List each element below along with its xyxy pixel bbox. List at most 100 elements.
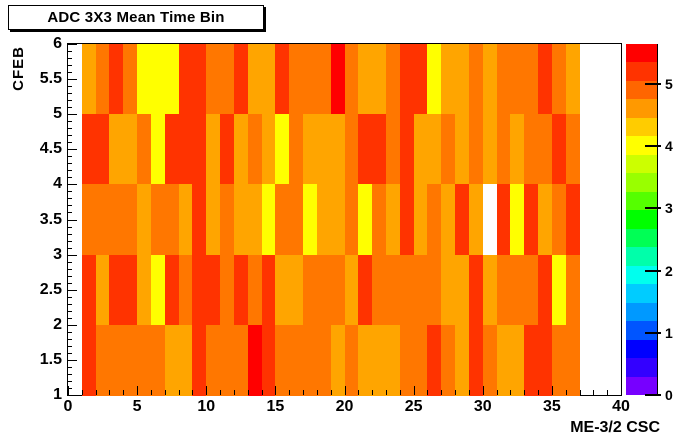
x-tick — [385, 390, 387, 395]
y-tick — [68, 149, 77, 151]
y-tick — [68, 44, 77, 45]
heatmap-cell — [206, 184, 221, 256]
y-tick — [68, 324, 77, 326]
y-tick — [68, 156, 72, 158]
heatmap-cell — [289, 324, 304, 396]
heatmap-cell — [81, 324, 97, 396]
heatmap-cell — [178, 254, 194, 326]
heatmap-cell — [123, 114, 138, 185]
heatmap-cell — [178, 44, 194, 115]
x-tick — [593, 390, 595, 395]
heatmap-cell — [137, 44, 152, 115]
heatmap-cell — [316, 114, 332, 185]
heatmap-cell — [510, 114, 525, 185]
y-tick — [68, 128, 72, 130]
y-tick — [68, 100, 72, 102]
heatmap-cell — [81, 114, 97, 185]
heatmap-cell — [137, 254, 152, 326]
colorbar-tick-label: 1 — [665, 324, 673, 341]
heatmap-cell — [137, 114, 152, 185]
y-tick-label: 1.5 — [39, 350, 62, 368]
y-tick — [68, 345, 72, 347]
y-tick — [68, 359, 77, 361]
x-tick — [538, 390, 540, 395]
heatmap-cell — [81, 184, 97, 256]
heatmap-cell — [303, 114, 318, 185]
heatmap-cell — [399, 184, 415, 256]
x-tick — [607, 390, 609, 395]
colorbar-band — [626, 43, 657, 63]
y-tick — [68, 331, 72, 333]
heatmap-cell — [399, 114, 415, 185]
y-tick — [68, 177, 72, 179]
x-tick — [95, 390, 97, 395]
x-tick — [137, 386, 139, 395]
y-tick — [68, 93, 72, 95]
y-tick — [68, 240, 72, 242]
heatmap-cell — [192, 114, 207, 185]
y-tick-label: 3.5 — [39, 210, 62, 228]
heatmap-cell — [247, 114, 263, 185]
heatmap-cell — [468, 254, 484, 326]
heatmap-cell — [192, 184, 207, 256]
heatmap-cell — [413, 114, 429, 185]
heatmap-cell — [150, 44, 166, 115]
colorbar-tick-label: 2 — [665, 262, 673, 279]
x-tick-label: 0 — [63, 398, 73, 415]
x-tick — [109, 390, 111, 395]
y-tick — [68, 296, 72, 298]
heatmap-cell — [496, 114, 511, 185]
y-tick — [68, 65, 72, 67]
heatmap-cell — [551, 44, 567, 115]
colorbar-band — [626, 302, 657, 322]
heatmap-cell — [206, 114, 221, 185]
heatmap-cell — [510, 254, 525, 326]
x-tick — [496, 390, 498, 395]
y-tick — [68, 366, 72, 368]
heatmap-cell — [385, 114, 401, 185]
heatmap-cell — [247, 254, 263, 326]
y-tick — [68, 58, 72, 60]
heatmap-cell — [385, 184, 401, 256]
heatmap-cell — [330, 254, 346, 326]
y-tick — [68, 233, 72, 235]
heatmap-cell — [150, 114, 166, 185]
x-tick-label: 40 — [612, 398, 630, 415]
colorbar-band — [626, 61, 657, 81]
heatmap-cell — [399, 254, 415, 326]
colorbar-band — [626, 339, 657, 359]
y-tick — [68, 51, 72, 53]
x-tick — [358, 390, 360, 395]
heatmap-cell — [220, 254, 235, 326]
heatmap-cell — [192, 254, 207, 326]
heatmap-cell — [565, 254, 581, 326]
heatmap-cell — [137, 324, 152, 396]
x-tick — [123, 390, 125, 395]
heatmap-cell — [303, 44, 318, 115]
colorbar-band — [626, 135, 657, 155]
heatmap-cell — [123, 254, 138, 326]
heatmap-cell — [524, 44, 539, 115]
heatmap-cell — [344, 44, 359, 115]
x-tick — [275, 386, 277, 395]
colorbar-band — [626, 172, 657, 192]
y-tick-label: 3 — [53, 245, 62, 263]
heatmap-cell — [413, 324, 429, 396]
y-tick — [68, 184, 77, 186]
heatmap-cell — [247, 44, 263, 115]
heatmap-cell — [565, 114, 581, 185]
heatmap-cell — [233, 44, 249, 115]
colorbar-band — [626, 154, 657, 174]
y-tick — [68, 226, 72, 228]
heatmap-cell — [220, 324, 235, 396]
heatmap-cell — [372, 254, 387, 326]
heatmap-cell — [206, 254, 221, 326]
heatmap-cell — [524, 254, 539, 326]
y-tick — [68, 254, 77, 256]
heatmap-cell — [524, 324, 539, 396]
y-tick — [68, 86, 72, 88]
heatmap-cell — [455, 114, 470, 185]
y-tick — [68, 373, 72, 375]
y-tick-label: 2 — [53, 315, 62, 333]
heatmap-cell — [399, 44, 415, 115]
